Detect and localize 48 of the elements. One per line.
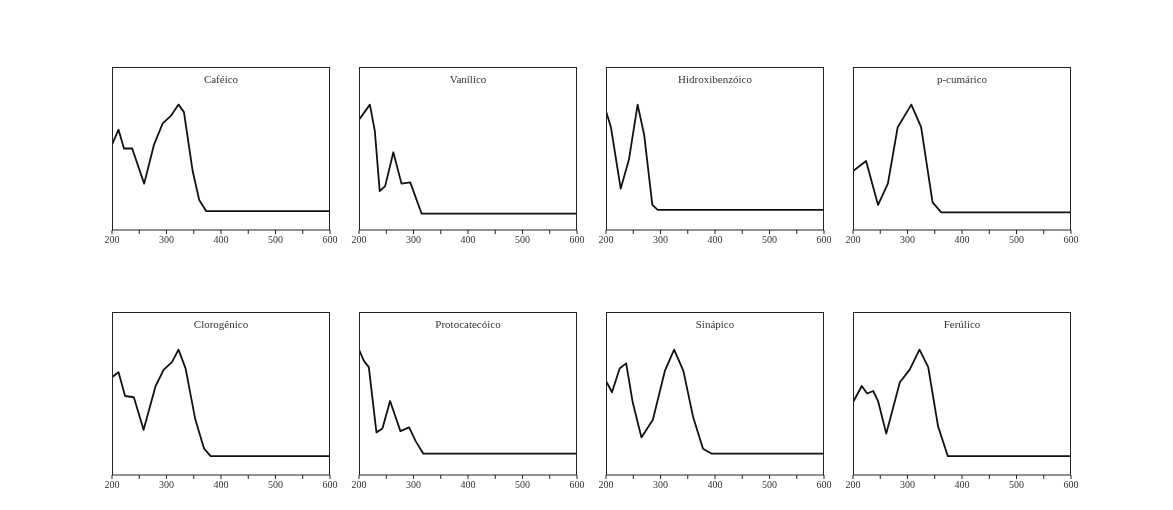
x-tick-label: 300 (159, 234, 174, 246)
x-tick-label: 500 (515, 234, 530, 246)
x-tick-label: 500 (762, 234, 777, 246)
x-tick-label: 600 (1063, 234, 1079, 246)
x-tick-label: 300 (159, 479, 174, 491)
chart-title: Hidroxibenzóico (677, 73, 753, 85)
x-tick-label: 400 (707, 234, 723, 246)
x-tick-label: 500 (268, 234, 283, 246)
x-tick-label: 400 (460, 479, 476, 491)
x-tick-label: 500 (515, 479, 530, 491)
x-tick-label: 400 (954, 479, 970, 491)
x-tick-label: 300 (406, 234, 421, 246)
x-tick-label: 600 (816, 479, 832, 491)
x-tick-label: 200 (351, 234, 367, 246)
x-tick-label: 600 (322, 234, 338, 246)
x-tick-label: 300 (406, 479, 421, 491)
x-tick-label: 200 (598, 234, 614, 246)
chart-title: Caféico (202, 73, 240, 85)
chart-title: Clorogênico (192, 318, 250, 330)
x-tick-label: 300 (900, 479, 915, 491)
x-tick-label: 500 (1009, 479, 1024, 491)
x-tick-label: 500 (762, 479, 777, 491)
chart-title: Protocatecóico (434, 318, 502, 330)
x-tick-label: 400 (954, 234, 970, 246)
x-tick-label: 600 (569, 479, 585, 491)
x-tick-label: 400 (213, 479, 229, 491)
x-tick-label: 500 (1009, 234, 1024, 246)
x-tick-label: 300 (653, 479, 668, 491)
x-tick-label: 400 (460, 234, 476, 246)
x-tick-label: 600 (569, 234, 585, 246)
x-tick-label: 400 (707, 479, 723, 491)
x-tick-label: 600 (1063, 479, 1079, 491)
chart-title: Ferúlico (942, 318, 982, 330)
x-tick-label: 200 (104, 234, 120, 246)
x-tick-label: 200 (598, 479, 614, 491)
x-tick-label: 200 (104, 479, 120, 491)
x-tick-label: 400 (213, 234, 229, 246)
x-tick-label: 200 (351, 479, 367, 491)
x-tick-label: 300 (653, 234, 668, 246)
x-tick-label: 300 (900, 234, 915, 246)
x-tick-label: 600 (816, 234, 832, 246)
chart-title: Sinápico (694, 318, 736, 330)
x-tick-label: 600 (322, 479, 338, 491)
chart-title: Vanílico (448, 73, 488, 85)
x-tick-label: 200 (845, 479, 861, 491)
x-tick-label: 500 (268, 479, 283, 491)
x-tick-label: 200 (845, 234, 861, 246)
chart-title: p-cumárico (935, 73, 989, 85)
